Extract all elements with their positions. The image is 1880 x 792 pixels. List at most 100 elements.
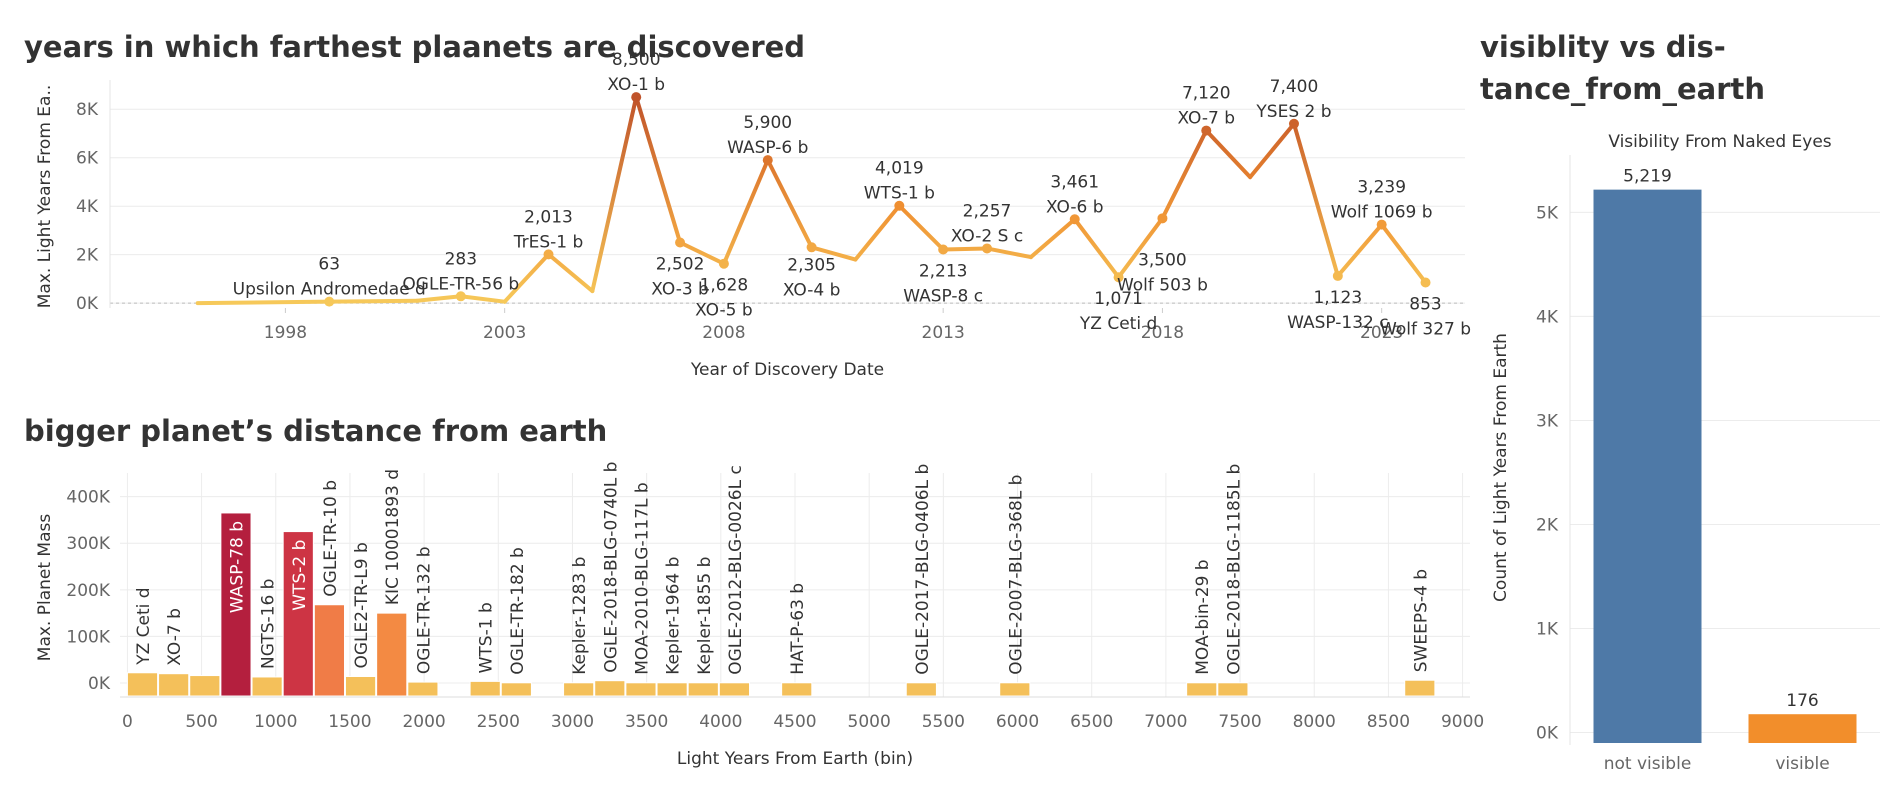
line-segment — [941, 246, 990, 252]
line-x-tick-label: 2008 — [702, 323, 745, 343]
line-point — [1376, 219, 1387, 230]
line-point-label: WTS-1 b — [864, 184, 935, 204]
hist-bar — [282, 531, 314, 697]
hist-bar-label: OGLE-2007-BLG-368L b — [1006, 475, 1026, 675]
vis-y-tick-label: 1K — [1536, 619, 1559, 639]
line-chart-title: years in which farthest plaanets are dis… — [24, 30, 806, 64]
hist-bar-label: OGLE-TR-132 b — [414, 546, 434, 674]
vis-bar — [1748, 714, 1857, 743]
line-point-label: XO-3 b — [651, 280, 709, 300]
hist-bar — [251, 676, 283, 697]
vis-y-tick-label: 5K — [1536, 203, 1559, 223]
line-point — [543, 249, 554, 260]
hist-bar-label: YZ Ceti d — [134, 587, 154, 665]
hist-x-tick-label: 8500 — [1367, 712, 1410, 732]
line-segment — [765, 158, 814, 250]
hist-bar — [344, 675, 377, 697]
hist-bar — [313, 604, 345, 697]
line-segment — [1072, 217, 1121, 280]
line-value-label: 2,257 — [963, 201, 1012, 221]
hist-bar — [656, 682, 688, 697]
line-value-label: 7,400 — [1270, 77, 1319, 97]
line-point-label: XO-6 b — [1046, 197, 1104, 217]
line-value-label: 2,502 — [656, 255, 705, 275]
line-value-label: 63 — [318, 255, 340, 275]
hist-bar-label: KIC 10001893 d — [383, 469, 403, 605]
vis-y-tick-label: 3K — [1536, 411, 1559, 431]
hist-x-tick-label: 4500 — [773, 712, 816, 732]
hist-bar-label: OGLE-TR-10 b — [321, 480, 341, 597]
line-point-label: Upsilon Andromedae d — [233, 280, 426, 300]
line-segment — [1116, 216, 1165, 280]
hist-bar-label: WTS-2 b — [290, 540, 310, 611]
hist-bar — [594, 680, 626, 697]
line-y-tick-label: 4K — [76, 197, 99, 217]
line-point — [1288, 118, 1299, 129]
line-segment — [853, 203, 902, 262]
line-point — [1069, 214, 1080, 225]
hist-x-tick-label: 4000 — [699, 712, 742, 732]
line-segment — [502, 252, 551, 304]
line-value-label: 1,628 — [700, 276, 749, 296]
line-segment — [1291, 121, 1340, 278]
line-segment — [897, 203, 946, 252]
line-point-label: YSES 2 b — [1255, 102, 1331, 122]
line-value-label: 5,900 — [743, 113, 792, 133]
hist-x-tick-label: 0 — [122, 712, 133, 732]
line-point — [806, 242, 817, 253]
hist-bar — [718, 682, 750, 697]
hist-bar — [469, 680, 501, 697]
line-point — [1157, 213, 1168, 224]
line-point — [324, 296, 335, 307]
line-point — [631, 92, 642, 103]
hist-x-tick-label: 2000 — [402, 712, 445, 732]
line-point — [762, 155, 773, 166]
line-point — [1420, 277, 1431, 288]
vis-bar — [1593, 189, 1702, 744]
line-point-label: WASP-6 b — [727, 138, 808, 158]
line-chart: 0K 2K 4K 6K 8K 1998 2003 2008 2013 2018 2023 Year o… — [35, 50, 1471, 380]
hist-y-tick-label: 200K — [66, 581, 110, 601]
hist-bar — [126, 672, 159, 697]
line-point — [982, 243, 993, 254]
hist-bar-label: XO-7 b — [165, 608, 185, 666]
line-segment — [1248, 121, 1296, 180]
line-point-label: XO-2 S c — [951, 226, 1023, 246]
line-value-label: 1,071 — [1094, 289, 1143, 309]
hist-x-tick-label: 5000 — [848, 712, 891, 732]
line-value-label: 283 — [445, 249, 477, 269]
line-value-label: 3,239 — [1357, 178, 1406, 198]
hist-x-tick-label: 6500 — [1070, 712, 1113, 732]
line-y-tick-label: 2K — [76, 246, 99, 266]
hist-bar — [905, 682, 937, 697]
line-point-label: XO-5 b — [695, 301, 753, 321]
line-point-label: XO-7 b — [1177, 109, 1235, 129]
hist-bar — [687, 682, 719, 697]
line-segment — [458, 294, 507, 304]
hist-bar — [999, 682, 1031, 697]
line-value-label: 2,213 — [919, 262, 968, 282]
line-point — [1332, 270, 1343, 281]
line-point-label: XO-4 b — [783, 280, 841, 300]
line-y-tick-label: 6K — [76, 149, 99, 169]
hist-bar — [1404, 679, 1436, 697]
line-point-label: Wolf 1069 b — [1331, 203, 1433, 223]
line-value-label: 2,013 — [524, 207, 573, 227]
histogram-chart: 0K 100K 200K 300K 400K 0 500 1000 1500 2000 2500 30… — [35, 462, 1484, 769]
line-segment — [1160, 128, 1209, 221]
line-y-tick-label: 0K — [76, 294, 99, 314]
line-value-label: 3,500 — [1138, 250, 1187, 270]
line-x-axis-title: Year of Discovery Date — [690, 360, 884, 380]
hist-x-tick-label: 2500 — [477, 712, 520, 732]
vis-y-tick-label: 4K — [1536, 307, 1559, 327]
hist-x-tick-label: 7000 — [1144, 712, 1187, 732]
line-point — [938, 244, 949, 255]
hist-bar — [189, 675, 221, 697]
line-point-label: YZ Ceti d — [1079, 314, 1157, 334]
line-segment — [590, 95, 639, 294]
line-x-tick-label: 2018 — [1141, 323, 1184, 343]
hist-bar — [220, 512, 252, 697]
line-segment — [1379, 222, 1428, 285]
hist-x-tick-label: 7500 — [1218, 712, 1261, 732]
